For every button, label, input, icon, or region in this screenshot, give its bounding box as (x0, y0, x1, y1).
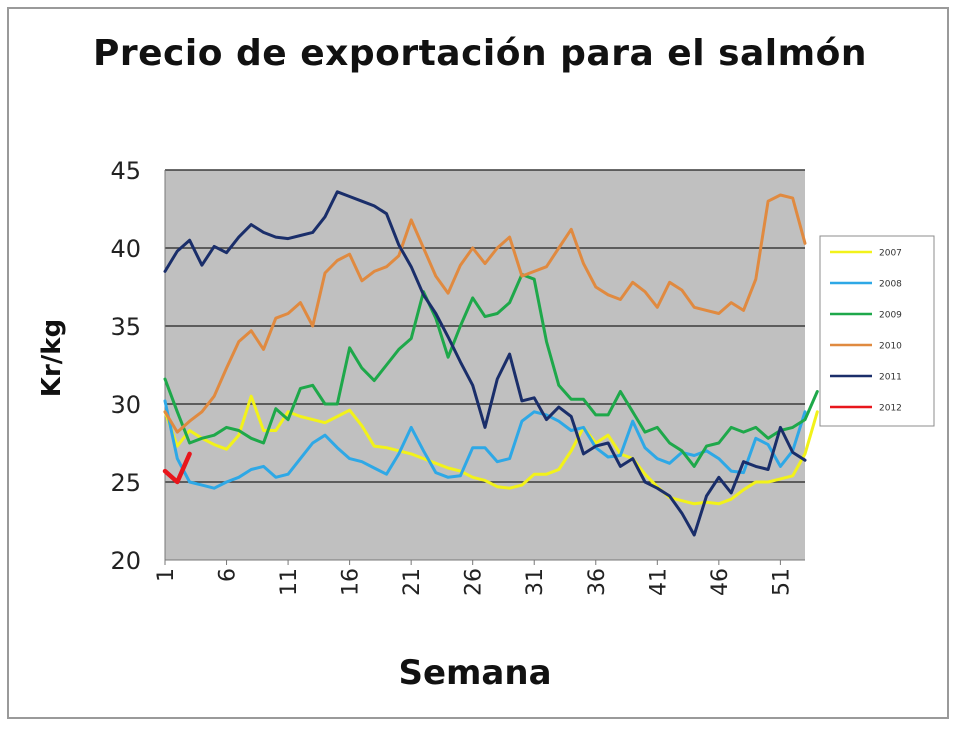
y-tick-labels: 20 25 30 35 40 45 (110, 157, 141, 575)
series-line-2011 (163, 190, 807, 537)
series-line-2012 (162, 451, 192, 485)
y-tick-label: 40 (110, 235, 141, 263)
y-tick-label: 20 (110, 547, 141, 575)
x-tick-label: 41 (646, 568, 671, 596)
series-line-2008 (163, 399, 807, 490)
y-tick-label: 25 (110, 469, 141, 497)
x-tick-label: 6 (216, 568, 241, 582)
x-tick-labels: 1 6 11 16 21 26 31 36 41 46 51 (154, 568, 794, 596)
series-line-2010 (163, 193, 807, 434)
series-lines (162, 190, 819, 537)
x-tick-label: 36 (585, 568, 610, 596)
y-tick-label: 35 (110, 313, 141, 341)
legend-label: 2009 (879, 311, 902, 321)
x-tick-label: 21 (400, 568, 425, 596)
x-tick-label: 11 (277, 568, 302, 596)
series-line-2009 (163, 273, 819, 468)
x-tick-label: 51 (769, 568, 794, 596)
legend-label: 2012 (879, 404, 902, 414)
x-tick-label: 26 (462, 568, 487, 596)
y-axis-label: Kr/kg (37, 319, 67, 397)
x-tick-label: 16 (339, 568, 364, 596)
legend-label: 2007 (879, 249, 902, 259)
legend: 2007 2008 2009 2010 2011 2012 (819, 235, 935, 427)
y-tick-label: 45 (110, 157, 141, 185)
x-tick-label: 1 (154, 568, 179, 582)
chart-title: Precio de exportación para el salmón (92, 33, 868, 74)
legend-label: 2011 (879, 373, 902, 383)
x-tick-label: 46 (708, 568, 733, 596)
x-axis-label: Semana (398, 653, 551, 693)
x-tick-label: 31 (523, 568, 548, 596)
legend-label: 2010 (879, 342, 902, 352)
series-line-2007 (163, 394, 819, 506)
y-tick-label: 30 (110, 391, 141, 419)
legend-label: 2008 (879, 280, 902, 290)
